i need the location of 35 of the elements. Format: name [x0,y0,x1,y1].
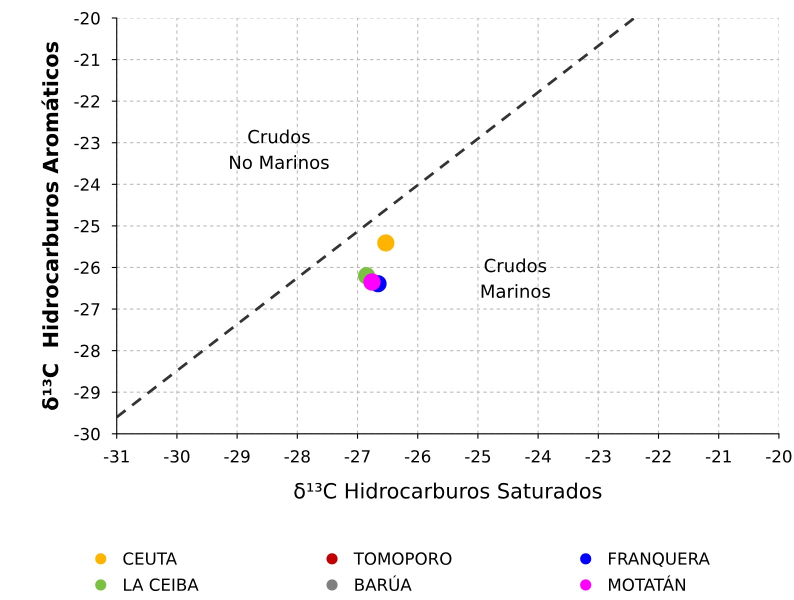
y-tick-label: -20 [74,12,100,25]
x-tick-label: -20 [766,450,792,463]
y-tick-label: -23 [74,136,100,150]
y-tick-label: -25 [74,220,100,232]
x-axis-title: δ¹³C Hidrocarburos Saturados [294,482,602,499]
x-tick-label: -30 [164,450,190,463]
point [363,273,381,291]
legend-label: LA CEIBA [124,578,199,592]
y-tick-label: -29 [74,386,100,399]
y-tick-label: -21 [74,54,100,66]
x-tick-label: -27 [344,450,370,462]
y-tick-label: -27 [74,303,100,316]
x-tick-label: -21 [706,450,731,462]
point [377,234,394,252]
x-tick-label: -25 [465,450,490,463]
y-tick-label: -22 [74,95,100,108]
x-tick-label: -23 [586,450,611,463]
annotation: Crudos No Marinos [230,129,329,170]
x-tick-label: -29 [224,450,250,463]
annotation: Crudos Marinos [482,258,550,298]
x-tick-label: -31 [104,450,129,463]
legend-label: MOTATÁN [609,575,685,592]
x-tick-label: -26 [404,450,430,463]
x-tick-label: -28 [284,450,310,463]
legend-label: BARÚA [355,575,412,592]
y-tick-label: -30 [74,428,100,440]
y-axis-title: δ¹³C Hidrocarburos Aromáticos [41,42,58,410]
y-tick-label: -28 [74,344,100,358]
legend-label: FRANQUERA [609,552,710,567]
x-tick-label: -22 [646,450,670,462]
y-tick-label: -24 [74,178,100,191]
legend-label: TOMOPORO [354,552,452,565]
y-tick-label: -26 [74,261,100,274]
legend-label: CEUTA [123,552,177,565]
x-tick-label: -24 [525,450,551,462]
